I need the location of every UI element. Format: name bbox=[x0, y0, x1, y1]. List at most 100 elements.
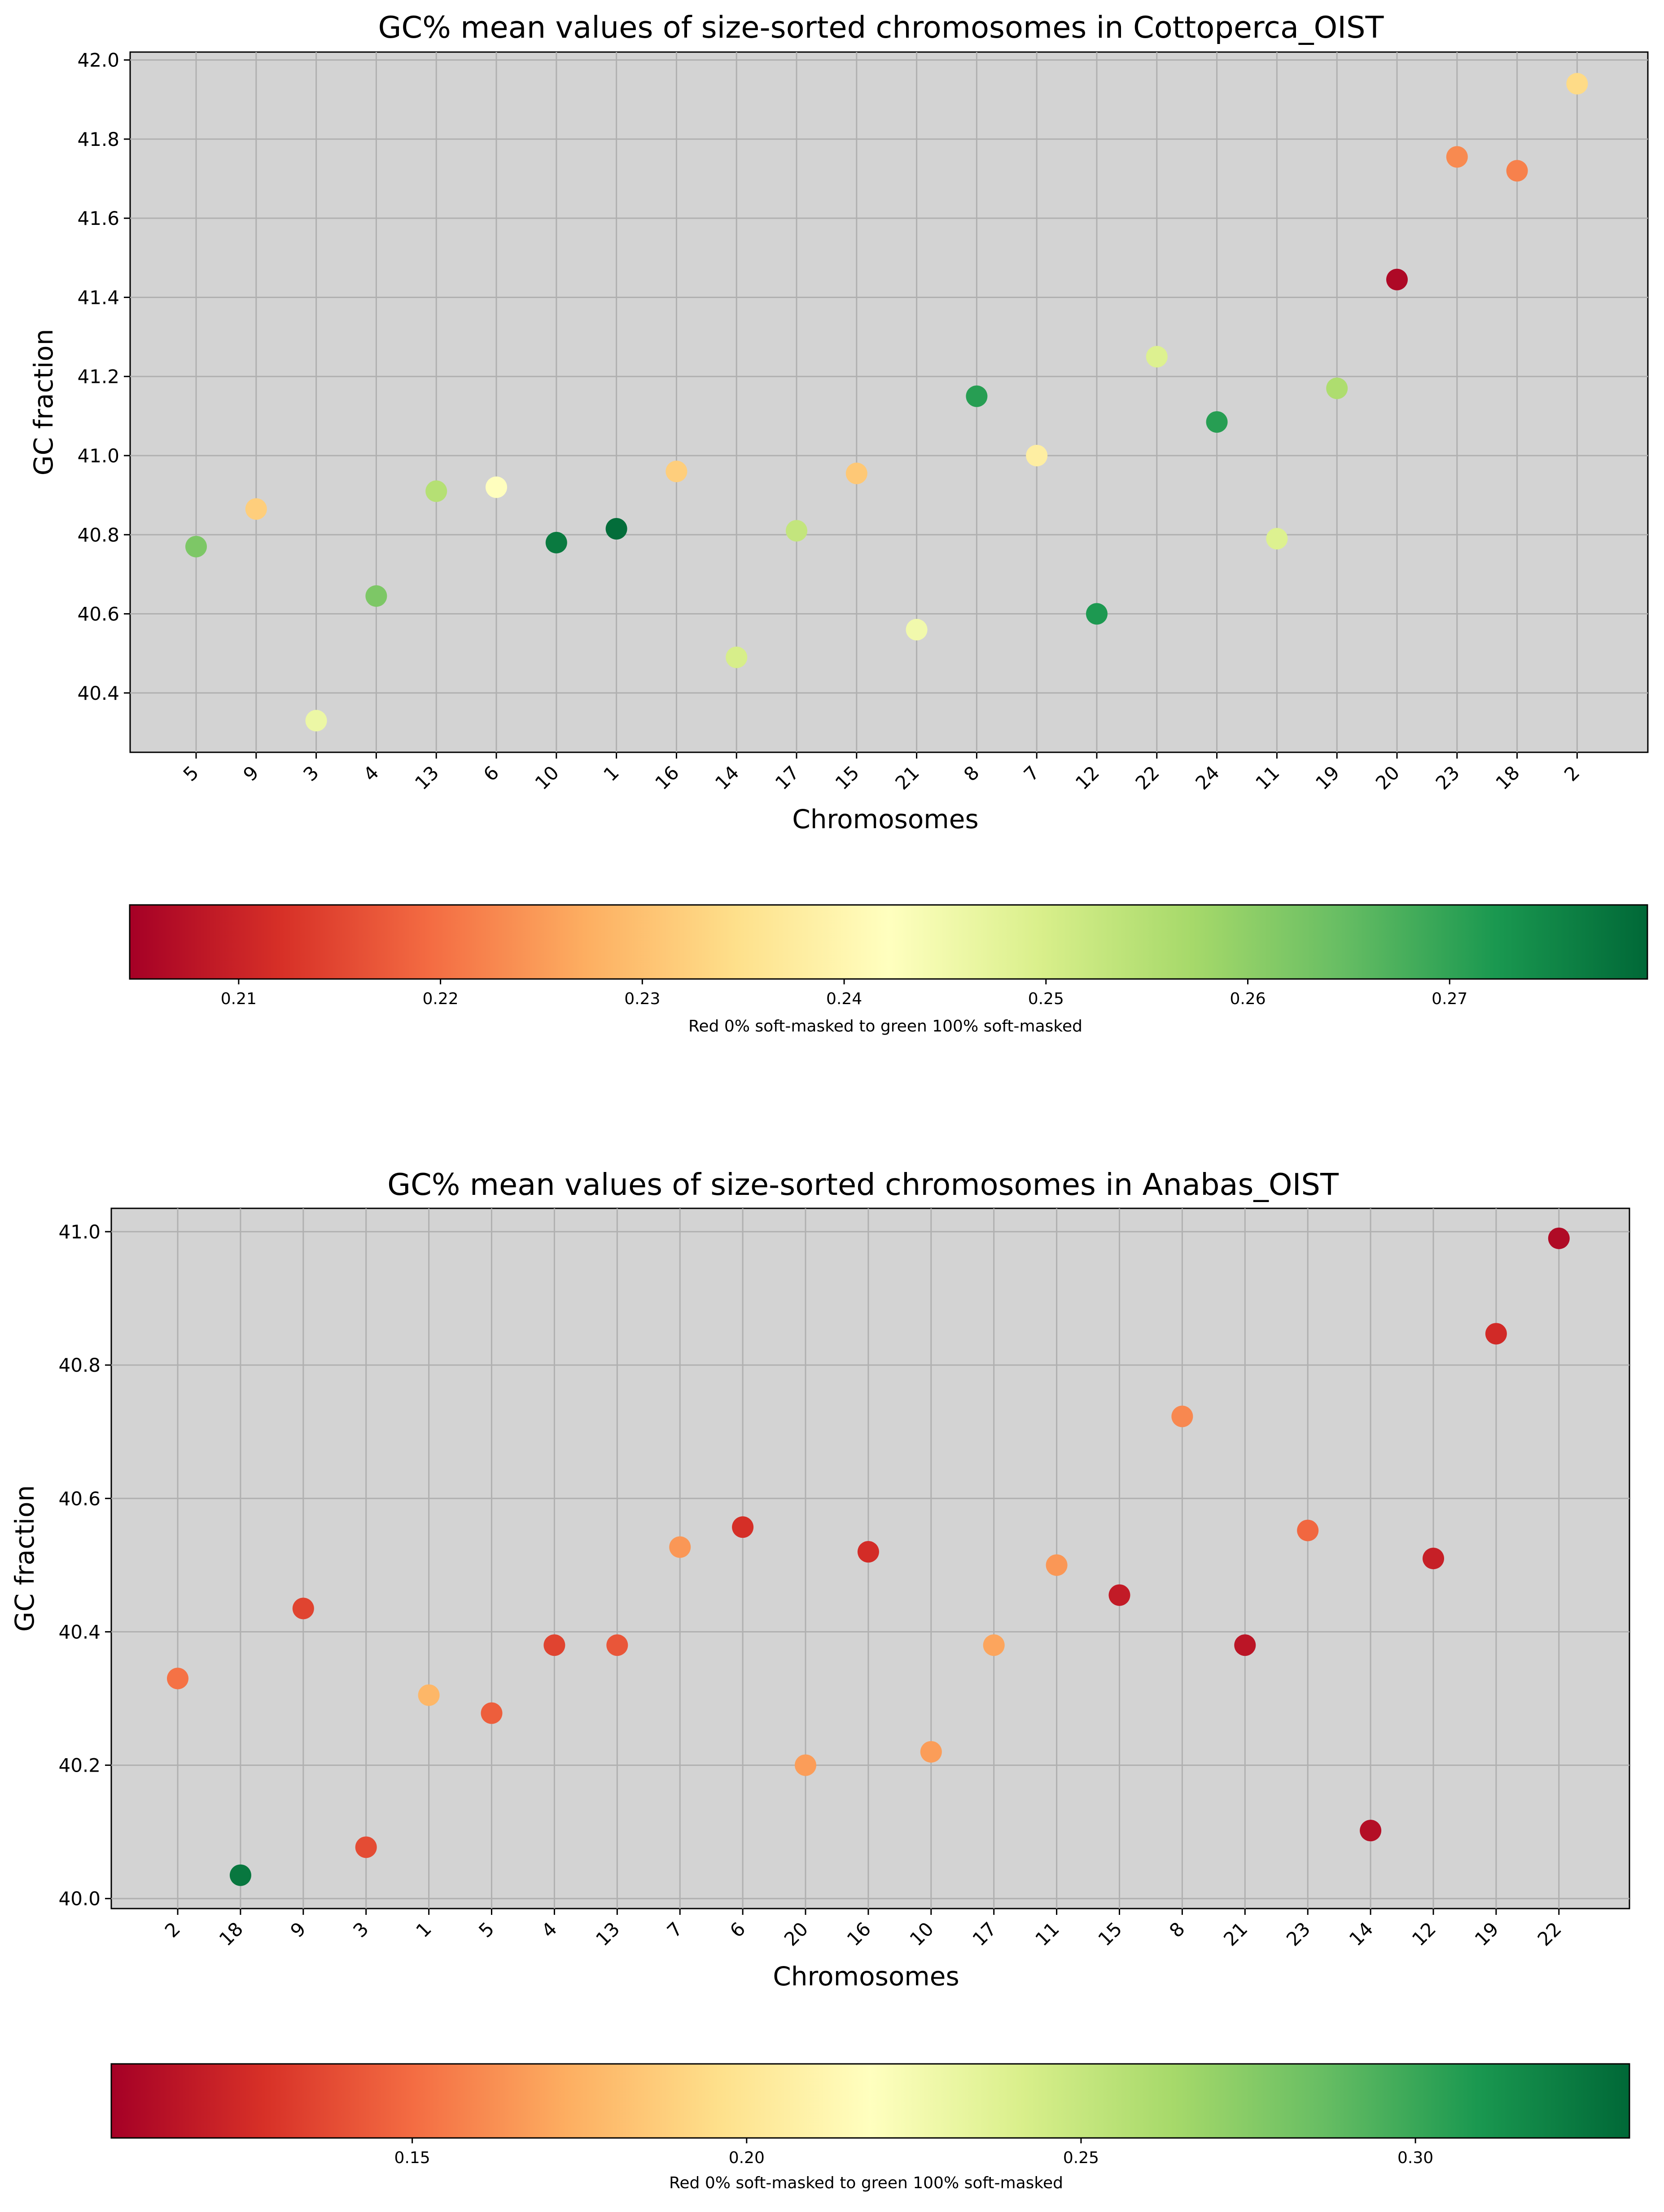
data-point bbox=[1046, 1554, 1068, 1576]
data-points bbox=[167, 1227, 1570, 1886]
x-tick-label: 14 bbox=[711, 762, 743, 794]
chart-anabas: GC% mean values of size-sorted chromosom… bbox=[9, 1167, 1630, 2192]
data-point bbox=[1234, 1634, 1256, 1656]
x-tick-label: 15 bbox=[1094, 1918, 1126, 1950]
data-point bbox=[906, 619, 928, 641]
y-tick-label: 40.8 bbox=[77, 524, 119, 546]
data-point bbox=[1566, 73, 1588, 95]
x-tick-label: 9 bbox=[239, 762, 263, 786]
colorbar-tick-label: 0.25 bbox=[1063, 2149, 1099, 2167]
y-axis-label: GC fraction bbox=[28, 329, 59, 476]
x-tick-label: 12 bbox=[1408, 1918, 1440, 1950]
data-point bbox=[292, 1598, 314, 1620]
colorbar-tick-label: 0.26 bbox=[1230, 990, 1266, 1008]
data-point bbox=[545, 531, 567, 553]
data-point bbox=[1446, 146, 1468, 168]
x-tick-label: 4 bbox=[359, 762, 383, 786]
data-point bbox=[606, 1634, 628, 1656]
x-tick-label: 16 bbox=[651, 762, 683, 794]
y-tick-label: 41.6 bbox=[77, 207, 119, 229]
x-tick-label: 7 bbox=[663, 1918, 687, 1942]
colorbar-tick-label: 0.20 bbox=[729, 2149, 765, 2167]
colorbar bbox=[129, 904, 1648, 980]
x-tick-label: 8 bbox=[959, 762, 984, 786]
colorbar-ticks: 0.21 0.22 0.23 0.24 0.25 0.26 0.27 bbox=[221, 979, 1467, 1008]
y-axis-ticks: 40.4 40.6 40.8 41.0 41.2 41.4 41.6 41.8 42.0 bbox=[77, 49, 130, 704]
y-tick-label: 41.8 bbox=[77, 128, 119, 150]
x-tick-label: 4 bbox=[537, 1918, 561, 1942]
data-points bbox=[185, 73, 1588, 732]
x-tick-label: 2 bbox=[1560, 762, 1584, 786]
x-tick-label: 23 bbox=[1432, 762, 1464, 794]
colorbar-tick-label: 0.27 bbox=[1432, 990, 1467, 1008]
x-axis-label: Chromosomes bbox=[773, 1961, 959, 1992]
data-point bbox=[1485, 1323, 1507, 1345]
x-tick-label: 17 bbox=[771, 762, 803, 794]
x-tick-label: 20 bbox=[780, 1918, 812, 1950]
x-tick-label: 11 bbox=[1251, 762, 1283, 794]
data-point bbox=[185, 535, 207, 557]
y-tick-label: 42.0 bbox=[77, 49, 119, 71]
x-tick-label: 16 bbox=[843, 1918, 875, 1950]
x-tick-label: 14 bbox=[1345, 1918, 1377, 1950]
data-point bbox=[1548, 1227, 1570, 1249]
x-axis-ticks: 5 9 3 4 13 6 10 1 16 14 17 15 21 8 7 12 22 24 11 19 20 23 18 2 bbox=[179, 752, 1584, 794]
data-point bbox=[1086, 603, 1108, 625]
y-tick-label: 40.0 bbox=[58, 1888, 101, 1910]
data-point bbox=[425, 480, 447, 502]
x-tick-label: 13 bbox=[411, 762, 443, 794]
data-point bbox=[1386, 268, 1408, 290]
x-tick-label: 23 bbox=[1282, 1918, 1314, 1950]
data-point bbox=[229, 1864, 251, 1886]
x-axis-label: Chromosomes bbox=[792, 804, 978, 834]
data-point bbox=[167, 1668, 188, 1690]
data-point bbox=[1266, 528, 1288, 550]
data-point bbox=[543, 1634, 565, 1656]
x-tick-label: 12 bbox=[1071, 762, 1103, 794]
data-point bbox=[786, 520, 807, 542]
data-point bbox=[966, 385, 988, 407]
data-point bbox=[1026, 444, 1048, 466]
y-tick-label: 40.6 bbox=[58, 1488, 101, 1510]
x-axis-ticks: 2 18 9 3 1 5 4 13 7 6 20 16 10 17 11 15 8 21 23 14 12 19 22 bbox=[161, 1909, 1566, 1950]
x-tick-label: 2 bbox=[161, 1918, 185, 1942]
x-tick-label: 6 bbox=[479, 762, 504, 786]
x-tick-label: 10 bbox=[531, 762, 563, 794]
x-tick-label: 24 bbox=[1191, 762, 1223, 794]
x-tick-label: 18 bbox=[215, 1918, 247, 1950]
y-axis-label: GC fraction bbox=[9, 1485, 40, 1632]
x-tick-label: 1 bbox=[599, 762, 623, 786]
x-tick-label: 6 bbox=[726, 1918, 750, 1942]
colorbar-tick-label: 0.22 bbox=[423, 990, 459, 1008]
x-tick-label: 5 bbox=[474, 1918, 499, 1942]
data-point bbox=[920, 1741, 942, 1763]
y-tick-label: 40.6 bbox=[77, 603, 119, 625]
x-tick-label: 22 bbox=[1533, 1918, 1566, 1950]
colorbar-tick-label: 0.25 bbox=[1028, 990, 1064, 1008]
colorbar-tick-label: 0.24 bbox=[826, 990, 862, 1008]
x-tick-label: 21 bbox=[1219, 1918, 1252, 1950]
x-tick-label: 19 bbox=[1311, 762, 1344, 794]
data-point bbox=[983, 1634, 1005, 1656]
x-tick-label: 19 bbox=[1471, 1918, 1503, 1950]
y-tick-label: 41.0 bbox=[77, 445, 119, 467]
grid bbox=[130, 52, 1648, 752]
data-point bbox=[857, 1541, 879, 1563]
data-point bbox=[481, 1702, 503, 1724]
chart-title: GC% mean values of size-sorted chromosom… bbox=[378, 10, 1384, 45]
data-point bbox=[1423, 1548, 1444, 1569]
colorbar bbox=[110, 2063, 1630, 2139]
y-tick-label: 40.8 bbox=[58, 1354, 101, 1376]
data-point bbox=[732, 1516, 754, 1538]
x-tick-label: 3 bbox=[299, 762, 323, 786]
data-point bbox=[1206, 411, 1228, 433]
colorbar-label: Red 0% soft-masked to green 100% soft-ma… bbox=[688, 1017, 1082, 1036]
y-axis-ticks: 40.0 40.2 40.4 40.6 40.8 41.0 bbox=[58, 1221, 111, 1910]
x-tick-label: 20 bbox=[1371, 762, 1404, 794]
x-tick-label: 8 bbox=[1165, 1918, 1189, 1942]
data-point bbox=[1146, 346, 1168, 368]
colorbar-tick-label: 0.30 bbox=[1397, 2149, 1433, 2167]
x-tick-label: 1 bbox=[412, 1918, 436, 1942]
x-tick-label: 11 bbox=[1031, 1918, 1063, 1950]
